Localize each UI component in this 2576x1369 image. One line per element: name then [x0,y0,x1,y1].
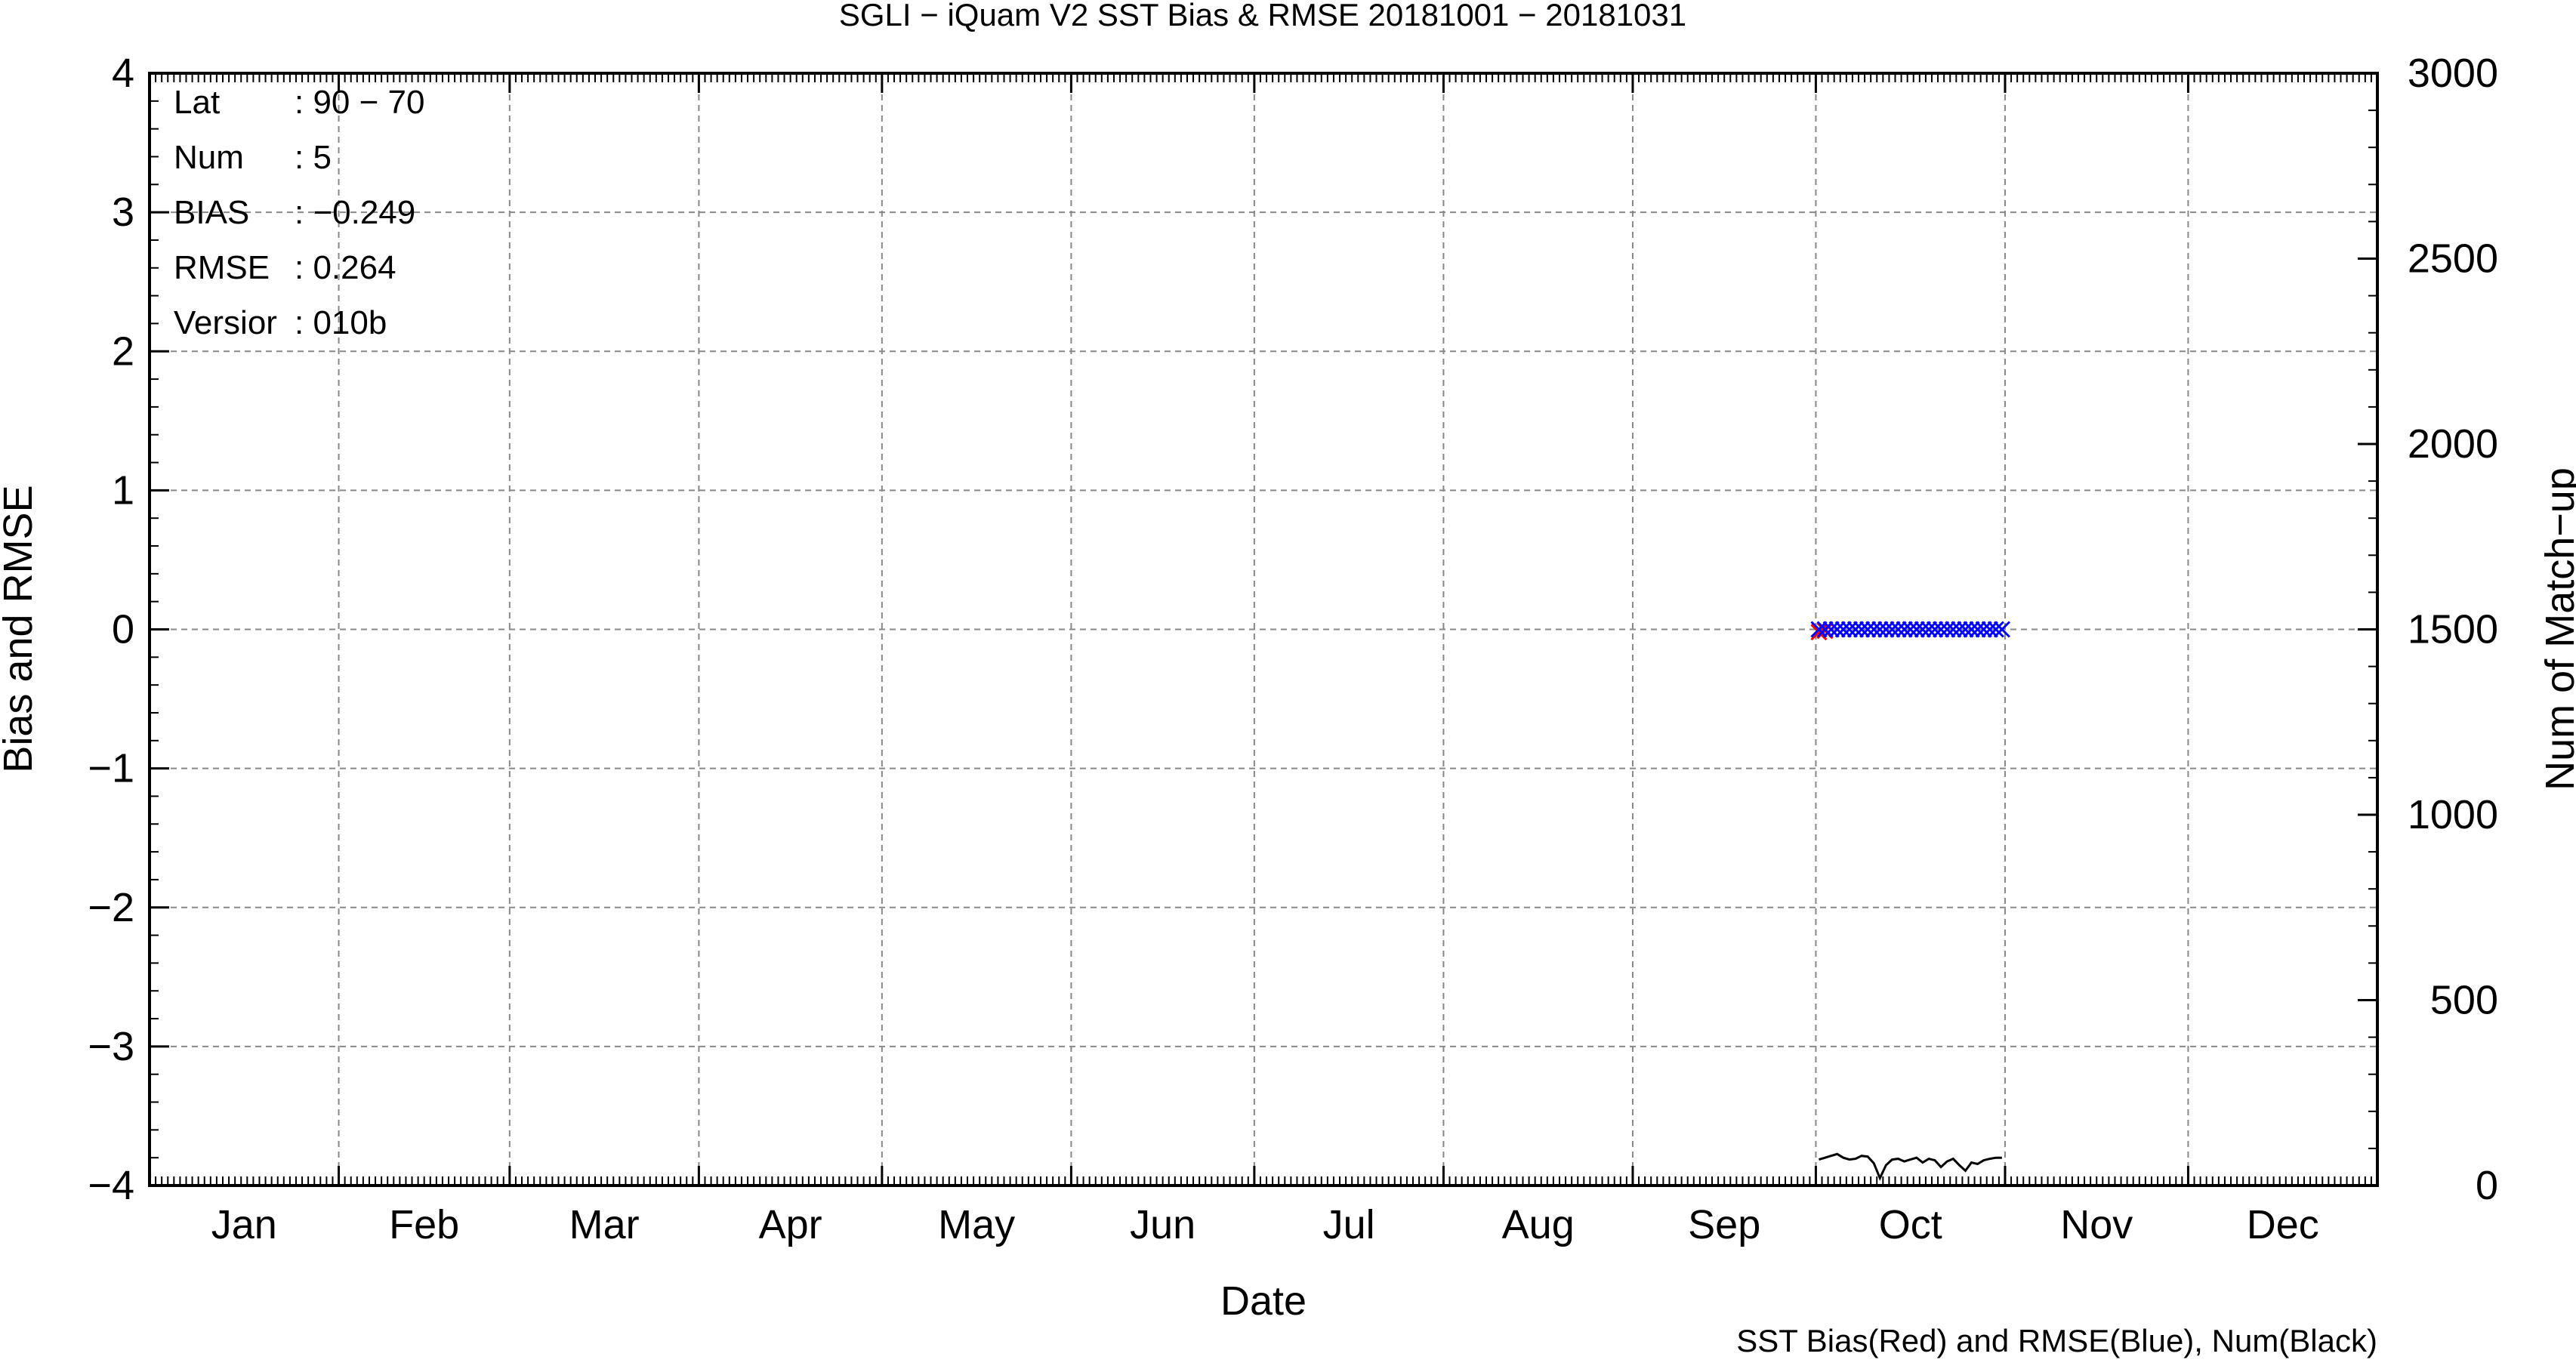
data-point-rmse [1926,621,1944,638]
chart-title: SGLI − iQuam V2 SST Bias & RMSE 20181001… [839,0,1686,32]
data-point-rmse [1828,621,1846,638]
data-point-rmse [1846,621,1865,638]
data-point-rmse [1877,621,1895,638]
data-point-rmse [1969,621,1986,638]
info-value: : 0.264 [295,249,396,286]
data-point-rmse [1975,621,1992,638]
data-point-rmse [1865,621,1883,638]
data-point-rmse [1883,621,1901,638]
grid [150,73,2377,1186]
x-tick-label: Jun [1130,1202,1195,1247]
data-point-rmse [1908,621,1925,638]
x-axis-label: Date [1220,1278,1307,1324]
y-right-tick-label: 1500 [2408,607,2498,652]
data-point-rmse [1816,621,1834,638]
y-left-tick-label: 4 [112,51,134,96]
info-label: BIAS [174,194,249,231]
y-right-tick-label: 1000 [2408,792,2498,837]
x-tick-label: May [938,1202,1015,1247]
data-point-rmse [1896,621,1913,638]
y-left-tick-label: 1 [112,467,134,513]
info-value: : 90 − 70 [295,84,424,121]
x-tick-labels: Jan Feb Mar Apr May Jun Jul Aug Sep Oct Nov Dec [211,1202,2319,1247]
y-left-tick-label: 0 [112,607,134,652]
y-left-tick-label: −4 [88,1163,134,1208]
x-tick-label: Oct [1879,1202,1942,1247]
y-left-tick-label: −1 [88,746,134,791]
y-right-tick-label: 3000 [2408,51,2498,96]
info-label: RMSE [174,249,270,286]
data-point-rmse [1859,621,1877,638]
y-right-tick-label: 0 [2476,1163,2498,1208]
data-point-rmse [1834,621,1852,638]
data-point-rmse [1871,621,1889,638]
series-line-num [1819,1152,2002,1181]
y-right-tick-label: 2000 [2408,421,2498,467]
x-tick-label: Aug [1502,1202,1575,1247]
data-point-rmse [1890,621,1907,638]
data-point-rmse [1822,621,1840,638]
y-left-tick-labels: 4 3 2 1 0 −1 −2 −3 −4 [88,51,134,1208]
data-point-rmse [1920,621,1938,638]
y-left-tick-label: −2 [88,885,134,930]
y-right-axis-label: Num of Match−up [2537,467,2576,791]
data-point-rmse [1853,621,1871,638]
x-tick-label: Dec [2247,1202,2319,1247]
x-tick-label: Mar [569,1202,640,1247]
y-right-tick-label: 2500 [2408,236,2498,282]
info-value: : 5 [295,139,332,176]
x-tick-label: Jan [211,1202,277,1247]
data-point-rmse [1993,621,2011,638]
data-point-rmse [1945,621,1962,638]
x-tick-label: Nov [2060,1202,2133,1247]
y-left-tick-label: 3 [112,190,134,235]
y-right-tick-labels: 3000 2500 2000 1500 1000 500 0 [2408,51,2498,1208]
data-point-rmse [1963,621,1980,638]
info-label: Versior [174,304,277,341]
y-left-tick-label: 2 [112,328,134,374]
y-left-tick-label: −3 [88,1024,134,1069]
x-tick-label: Sep [1688,1202,1760,1247]
data-point-rmse [1840,621,1858,638]
data-point-rmse [1933,621,1950,638]
data-point-rmse [1951,621,1968,638]
info-value: : −0.249 [295,194,415,231]
data-point-rmse [1914,621,1931,638]
data-point-rmse [1939,621,1956,638]
x-tick-label: Jul [1323,1202,1375,1247]
y-right-tick-label: 500 [2430,978,2498,1023]
plot-frame [148,72,2379,1187]
data-point-rmse [1987,621,2004,638]
data-point-rmse [1902,621,1919,638]
x-tick-label: Apr [759,1202,822,1247]
data-point-rmse [1981,621,1998,638]
info-value: : 010b [295,304,387,341]
data-point-rmse [1957,621,1974,638]
info-box: Lat : 90 − 70 Num : 5 BIAS : −0.249 RMSE : 0.26… [174,84,424,341]
data-point-rmse [1810,621,1828,638]
info-label: Num [174,139,244,176]
info-label: Lat [174,84,220,121]
x-tick-label: Feb [389,1202,459,1247]
chart-footer: SST Bias(Red) and RMSE(Blue), Num(Black) [1736,1323,2377,1358]
y-left-axis-label: Bias and RMSE [0,485,41,772]
series-layer [1810,621,2011,1181]
ticks [150,72,2377,1187]
